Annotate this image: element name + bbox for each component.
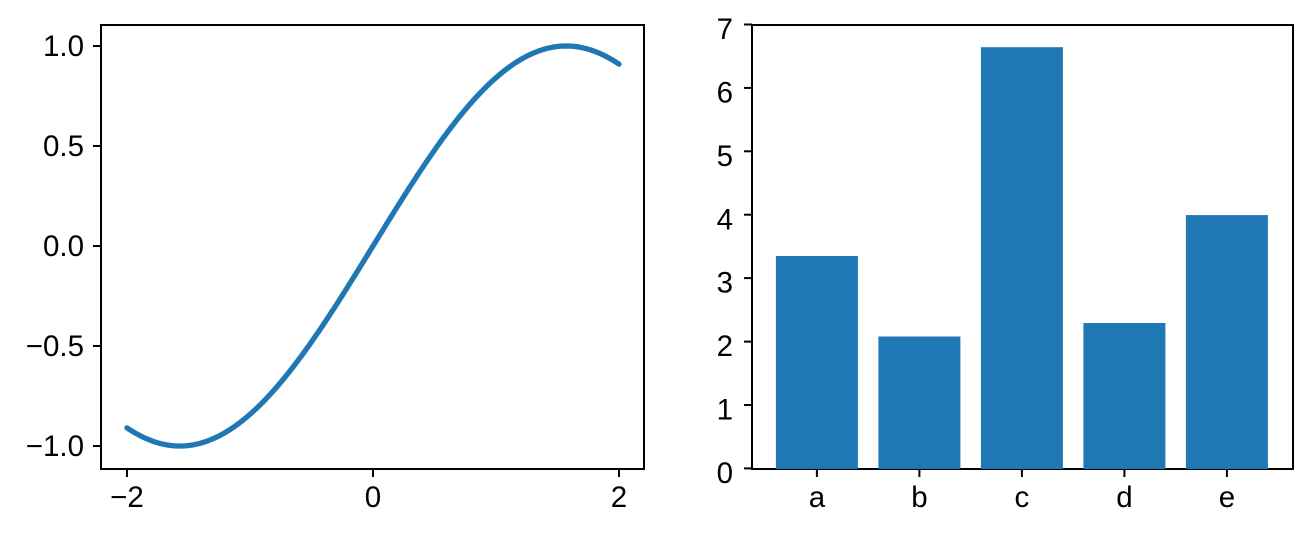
svg-text:5: 5	[717, 140, 733, 173]
svg-text:1: 1	[717, 394, 733, 427]
svg-text:d: d	[1116, 481, 1132, 514]
svg-text:−0.5: −0.5	[26, 330, 84, 363]
svg-text:4: 4	[717, 203, 733, 236]
svg-text:6: 6	[717, 76, 733, 109]
svg-text:a: a	[809, 481, 826, 514]
svg-text:−1.0: −1.0	[26, 430, 84, 463]
svg-text:7: 7	[717, 13, 733, 46]
svg-text:0: 0	[717, 457, 733, 490]
svg-text:2: 2	[611, 481, 627, 514]
svg-text:1.0: 1.0	[43, 30, 84, 63]
svg-text:3: 3	[717, 267, 733, 300]
svg-text:c: c	[1015, 481, 1030, 514]
svg-text:0.5: 0.5	[43, 130, 84, 163]
svg-text:b: b	[911, 481, 927, 514]
svg-text:2: 2	[717, 330, 733, 363]
svg-text:0: 0	[365, 481, 381, 514]
svg-text:0.0: 0.0	[43, 230, 84, 263]
svg-text:−2: −2	[110, 481, 144, 514]
svg-text:e: e	[1219, 481, 1235, 514]
